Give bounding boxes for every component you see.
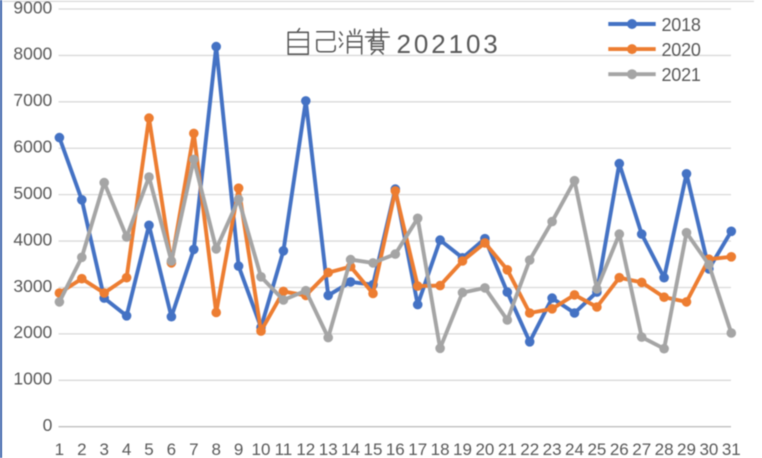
svg-text:2018: 2018 — [662, 15, 701, 35]
svg-text:3000: 3000 — [13, 276, 52, 296]
svg-text:29: 29 — [677, 440, 696, 458]
svg-text:18: 18 — [431, 440, 450, 458]
svg-text:10: 10 — [252, 440, 271, 458]
svg-text:9: 9 — [234, 440, 243, 458]
svg-text:6000: 6000 — [13, 137, 52, 157]
svg-text:6: 6 — [167, 440, 176, 458]
svg-text:202103: 202103 — [397, 29, 501, 59]
svg-text:13: 13 — [319, 440, 338, 458]
svg-text:20: 20 — [475, 440, 494, 458]
svg-text:8: 8 — [211, 440, 220, 458]
svg-text:27: 27 — [632, 440, 651, 458]
svg-text:4000: 4000 — [13, 229, 52, 249]
svg-text:30: 30 — [699, 440, 718, 458]
svg-text:2020: 2020 — [662, 40, 701, 60]
svg-text:1: 1 — [55, 440, 64, 458]
svg-text:5000: 5000 — [13, 183, 52, 203]
svg-text:9000: 9000 — [13, 0, 52, 17]
svg-text:26: 26 — [610, 440, 629, 458]
svg-text:31: 31 — [722, 440, 741, 458]
svg-text:16: 16 — [386, 440, 405, 458]
svg-text:7: 7 — [189, 440, 198, 458]
svg-text:19: 19 — [453, 440, 472, 458]
svg-text:2021: 2021 — [662, 65, 701, 85]
svg-text:12: 12 — [296, 440, 315, 458]
svg-text:25: 25 — [587, 440, 606, 458]
svg-text:14: 14 — [341, 440, 360, 458]
svg-text:28: 28 — [655, 440, 674, 458]
svg-text:15: 15 — [364, 440, 383, 458]
svg-text:17: 17 — [408, 440, 427, 458]
svg-text:11: 11 — [275, 440, 293, 458]
svg-text:2000: 2000 — [13, 322, 52, 342]
svg-text:0: 0 — [43, 415, 53, 435]
svg-text:24: 24 — [565, 440, 584, 458]
svg-text:3: 3 — [99, 440, 108, 458]
svg-text:7000: 7000 — [13, 90, 52, 110]
svg-text:23: 23 — [543, 440, 562, 458]
svg-text:5: 5 — [144, 440, 153, 458]
svg-text:8000: 8000 — [13, 44, 52, 64]
svg-text:4: 4 — [122, 440, 131, 458]
svg-text:1000: 1000 — [13, 369, 52, 389]
svg-text:21: 21 — [498, 440, 517, 458]
svg-text:2: 2 — [77, 440, 86, 458]
svg-text:22: 22 — [520, 440, 539, 458]
